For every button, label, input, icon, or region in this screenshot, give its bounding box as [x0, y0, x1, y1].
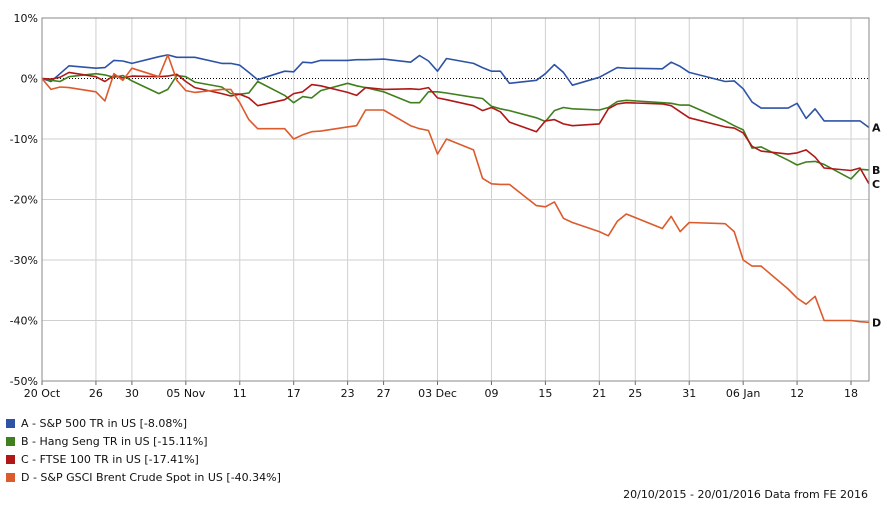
x-tick-label: 05 Nov	[166, 387, 205, 400]
legend-swatch	[6, 418, 15, 428]
y-tick-label: -30%	[10, 254, 38, 267]
legend-swatch	[6, 436, 15, 446]
x-tick-label: 23	[341, 387, 355, 400]
y-tick-label: 0%	[21, 73, 38, 86]
line-chart: 10% 0% -10% -20% -30% -40% -50%20 Oct 26 30 05 No…	[10, 12, 882, 400]
x-tick-label: 18	[844, 387, 858, 400]
x-tick-label: 15	[538, 387, 552, 400]
x-tick-label: 27	[377, 387, 391, 400]
x-tick-label: 30	[125, 387, 139, 400]
legend-swatch	[6, 454, 15, 464]
x-tick-label: 03 Dec	[418, 387, 457, 400]
legend-item: B - Hang Seng TR in US [-15.11%]	[6, 432, 281, 450]
chart-footer: 20/10/2015 - 20/01/2016 Data from FE 201…	[623, 488, 868, 501]
legend-label: B - Hang Seng TR in US [-15.11%]	[21, 434, 208, 448]
x-tick-label: 17	[287, 387, 301, 400]
y-tick-label: -10%	[10, 133, 38, 146]
legend-swatch	[6, 472, 15, 482]
series-end-label: D	[872, 316, 881, 329]
series-end-label: B	[872, 164, 880, 177]
legend-label: D - S&P GSCI Brent Crude Spot in US [-40…	[21, 470, 281, 484]
x-tick-label: 20 Oct	[24, 387, 61, 400]
x-tick-label: 26	[89, 387, 103, 400]
x-tick-label: 31	[682, 387, 696, 400]
x-tick-label: 06 Jan	[726, 387, 760, 400]
x-tick-label: 21	[592, 387, 606, 400]
legend-item: D - S&P GSCI Brent Crude Spot in US [-40…	[6, 468, 281, 486]
legend-item: C - FTSE 100 TR in US [-17.41%]	[6, 450, 281, 468]
legend-item: A - S&P 500 TR in US [-8.08%]	[6, 414, 281, 432]
x-tick-label: 11	[233, 387, 247, 400]
x-tick-label: 25	[628, 387, 642, 400]
plot-border	[41, 17, 870, 382]
series-line	[41, 54, 870, 129]
series-line	[41, 71, 870, 185]
x-tick-label: 12	[790, 387, 804, 400]
legend-label: A - S&P 500 TR in US [-8.08%]	[21, 416, 188, 430]
y-tick-label: -20%	[10, 194, 38, 207]
y-tick-label: 10%	[14, 12, 38, 25]
series-end-label: A	[872, 122, 881, 135]
series-line	[41, 54, 870, 324]
y-tick-label: -50%	[10, 375, 38, 388]
chart-legend: A - S&P 500 TR in US [-8.08%] B - Hang S…	[6, 414, 281, 486]
series-end-label: C	[872, 178, 880, 191]
x-tick-label: 09	[484, 387, 498, 400]
series-line	[41, 72, 870, 180]
y-tick-label: -40%	[10, 315, 38, 328]
legend-label: C - FTSE 100 TR in US [-17.41%]	[21, 452, 199, 466]
